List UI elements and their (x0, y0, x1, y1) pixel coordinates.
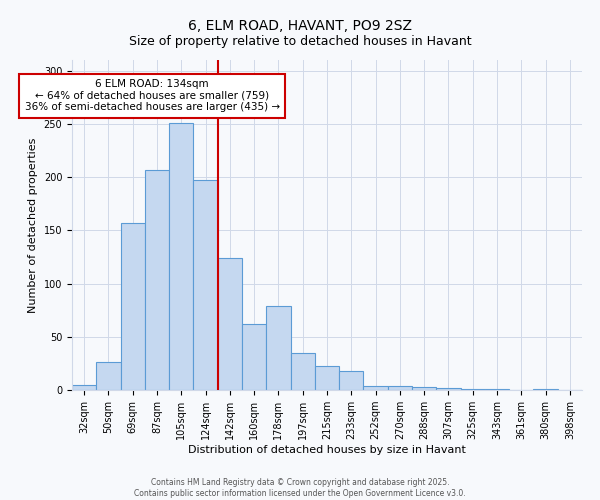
Text: Size of property relative to detached houses in Havant: Size of property relative to detached ho… (128, 34, 472, 48)
Bar (339, 371, 364, 390)
Text: 6 ELM ROAD: 134sqm
← 64% of detached houses are smaller (759)
36% of semi-detach: 6 ELM ROAD: 134sqm ← 64% of detached hou… (25, 79, 280, 112)
Text: Contains HM Land Registry data © Crown copyright and database right 2025.
Contai: Contains HM Land Registry data © Crown c… (134, 478, 466, 498)
Bar (218, 258, 242, 390)
Bar (436, 388, 461, 390)
Bar (121, 223, 145, 390)
Y-axis label: Number of detached properties: Number of detached properties (28, 138, 38, 312)
Bar (364, 386, 388, 390)
Bar (72, 384, 96, 390)
Bar (169, 123, 193, 390)
Bar (461, 389, 485, 390)
Bar (193, 180, 218, 390)
Bar (388, 386, 412, 390)
Bar (145, 170, 169, 390)
Bar (290, 352, 315, 390)
Bar (96, 362, 121, 390)
Text: 6, ELM ROAD, HAVANT, PO9 2SZ: 6, ELM ROAD, HAVANT, PO9 2SZ (188, 18, 412, 32)
Bar (266, 306, 290, 390)
X-axis label: Distribution of detached houses by size in Havant: Distribution of detached houses by size … (188, 445, 466, 455)
Bar (533, 389, 558, 390)
Bar (485, 389, 509, 390)
Bar (242, 324, 266, 390)
Bar (315, 366, 339, 390)
Bar (412, 387, 436, 390)
